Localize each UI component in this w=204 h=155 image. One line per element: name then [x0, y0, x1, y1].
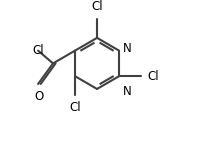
Text: N: N — [123, 42, 132, 55]
Text: O: O — [34, 90, 44, 103]
Text: Cl: Cl — [147, 70, 159, 83]
Text: Cl: Cl — [91, 0, 103, 13]
Text: Cl: Cl — [32, 44, 44, 57]
Text: Cl: Cl — [69, 101, 81, 114]
Text: N: N — [123, 85, 132, 98]
